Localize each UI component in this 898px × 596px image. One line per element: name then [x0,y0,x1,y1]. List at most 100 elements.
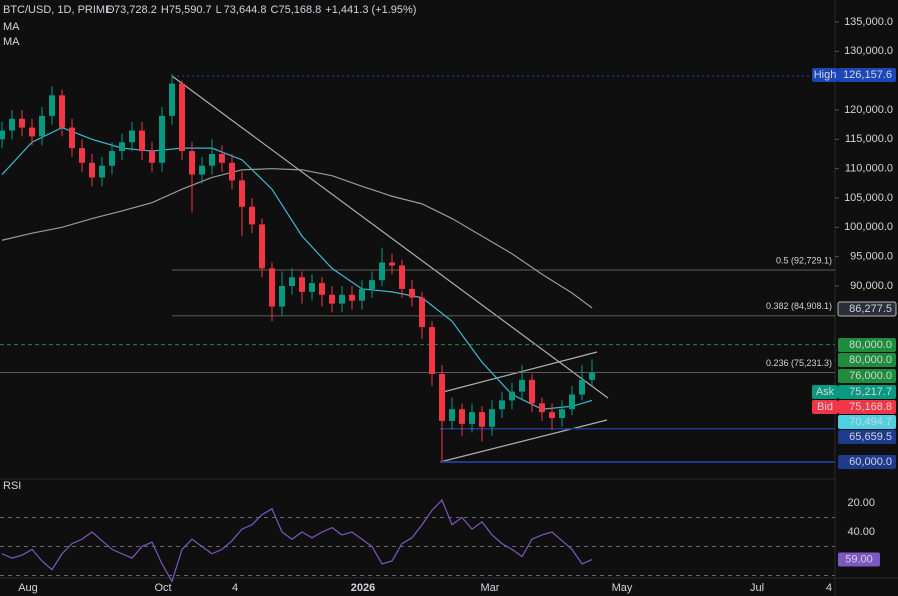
candle-body [119,142,125,152]
candle-body [249,206,255,225]
candle-body [579,379,585,395]
candle-body [379,262,385,281]
price-tag [838,68,896,82]
y-tick-label: 105,000.0 [844,192,893,204]
candle-body [279,286,285,307]
ohlc-key: L [216,4,222,16]
price-tag-side-label: Ask [816,386,835,398]
y-tick-label: 120,000.0 [844,104,893,116]
price-tag [838,455,896,469]
price-tag [838,353,896,367]
price-tag-label: 75,217.7 [849,386,892,398]
symbol: BTC/USD, 1D, PRIME [3,4,112,16]
candle-body [159,115,165,163]
ma-label: MA [3,21,20,33]
price-tag-label: 65,659.5 [849,431,892,443]
ma-label: MA [3,36,20,48]
price-tag [838,385,896,399]
x-tick-label: May [612,582,633,594]
channel-line [439,419,608,463]
candle-body [259,224,265,269]
y-tick-label: 100,000.0 [844,221,893,233]
candle-body [479,412,485,427]
candle-body [459,409,465,424]
candle-body [359,288,365,301]
change: +1,441.3 (+1.95%) [325,4,416,16]
candle-body [469,412,475,424]
price-tag-side [812,400,838,414]
candle-body [219,154,225,163]
candle-body [169,83,175,116]
candle-body [529,379,535,404]
candle-body [129,130,135,143]
rsi-tag [838,552,880,567]
candle-body [419,297,425,328]
rsi-tick-label: 40.00 [847,526,875,538]
ohlc-value: 73,728.2 [114,4,157,16]
price-tag-side-label: High [814,69,837,81]
candle-body [99,165,105,178]
candle-body [39,115,45,137]
candle-body [149,151,155,163]
candle-body [569,394,575,410]
price-tag [838,430,896,444]
rsi-tick-label: 20.00 [847,497,875,509]
price-tag-label: 86,277.5 [849,303,892,315]
fib-label: 0.236 (75,231.3) [766,358,832,368]
candle-body [49,95,55,116]
ohlc-key: C [270,4,278,16]
candle-body [59,95,65,128]
candle-body [329,294,335,304]
candle-body [239,180,245,207]
price-tag-label: 75,168.8 [849,401,892,413]
candle-body [289,277,295,286]
candle-body [439,374,445,421]
candle-body [589,373,595,380]
x-tick-label: 4 [826,582,832,594]
ohlc-key: H [161,4,169,16]
candle-body [9,118,15,131]
candle-body [209,154,215,166]
price-tag [838,415,896,429]
price-tag-label: 126,157.6 [843,69,892,81]
candle-body [349,294,355,301]
candle-body [229,162,235,181]
ohlc-value: 75,168.8 [278,4,321,16]
price-tag-side-label: Bid [817,401,833,413]
moving-average [1,126,593,410]
candle-body [499,400,505,410]
candle-body [399,265,405,289]
candle-body [389,262,395,266]
price-tag-side [812,68,838,82]
candle-body [269,268,275,307]
moving-average [1,168,593,309]
fib-label: 0.382 (84,908.1) [766,301,832,311]
candle-body [489,409,495,427]
price-tag [838,400,896,414]
candle-body [179,83,185,152]
candle-body [539,403,545,413]
y-tick-label: 95,000.0 [850,251,893,263]
candle-body [319,283,325,295]
price-tag [838,338,896,352]
rsi-title: RSI [3,480,21,492]
x-tick-label: Aug [18,582,38,594]
x-tick-label: 2026 [351,582,375,594]
candle-body [199,165,205,175]
price-tag [837,301,897,317]
y-tick-label: 115,000.0 [845,133,893,145]
y-tick-label: 90,000.0 [850,280,893,292]
rsi-tag-label: 59.00 [845,553,873,565]
x-tick-label: Mar [481,582,500,594]
y-tick-label: 110,000.0 [845,163,893,175]
price-tag-label: 70,494.7 [849,416,892,428]
y-tick-label: 135,000.0 [844,16,893,28]
candle-body [89,162,95,178]
price-tag [838,369,896,383]
candle-body [369,280,375,289]
price-tag-label: 60,000.0 [849,456,892,468]
x-tick-label: Oct [154,582,171,594]
